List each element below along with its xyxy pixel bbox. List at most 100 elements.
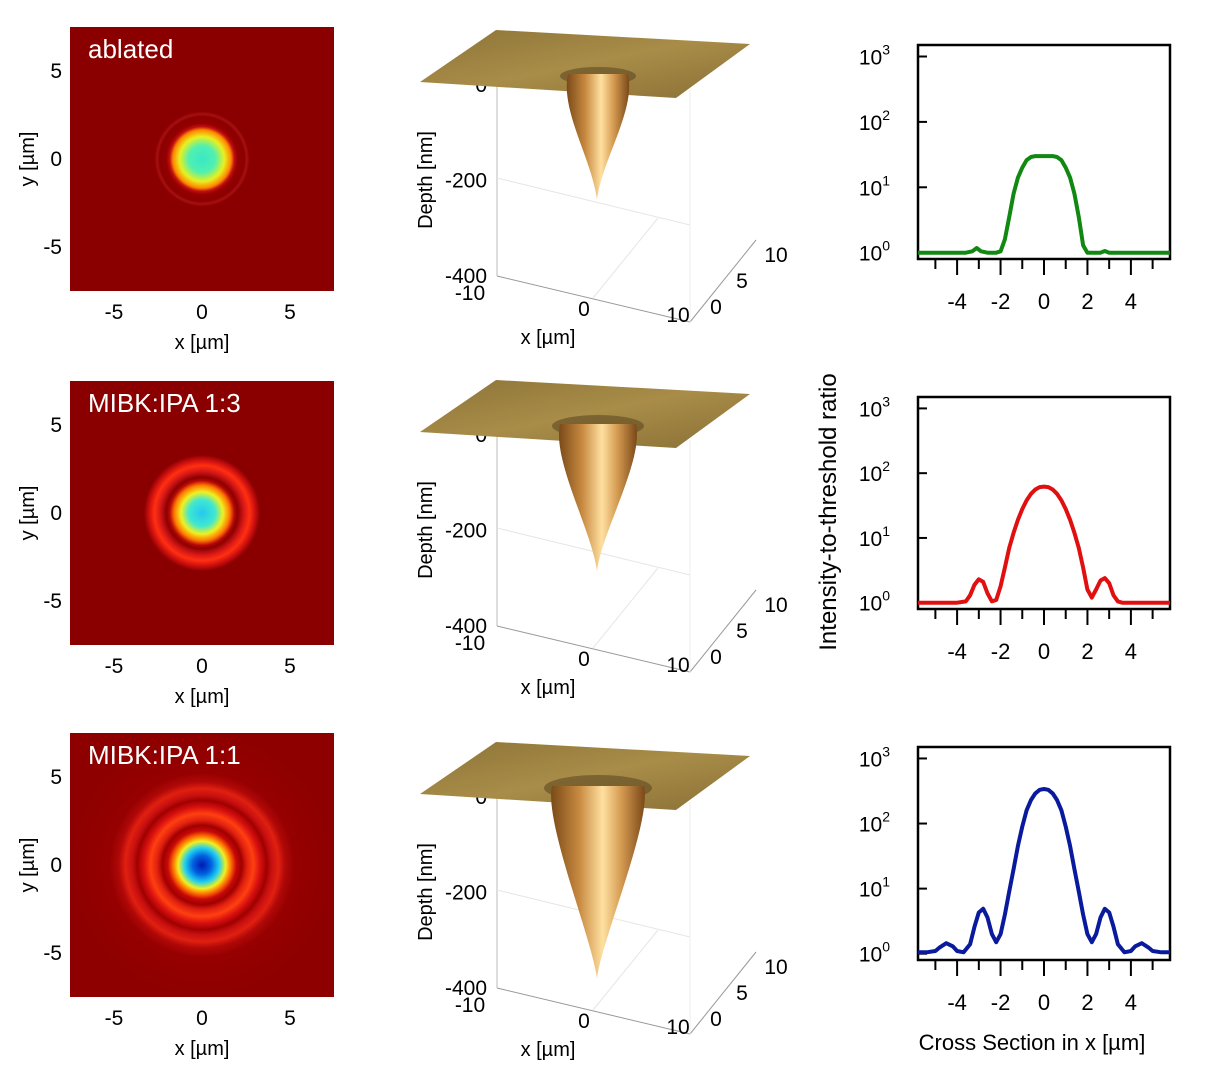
heatmap-label: MIBK:IPA 1:1: [88, 740, 241, 770]
surface-ztick: -200: [445, 520, 487, 543]
line-plot-ytick: 100: [859, 588, 890, 616]
line-plot-ytick: 102: [859, 107, 890, 135]
heatmap-xtick: 5: [284, 301, 296, 324]
surface-ztick: -400: [445, 977, 487, 1000]
line-plot-xtick: -2: [991, 289, 1011, 314]
heatmap-column: ablated -5 0 5 5 0 -5 x [µm] y [µm] MIBK:IPA 1:3 -…: [17, 27, 334, 1060]
surface-x-axis: [496, 275, 691, 323]
surface-plane: [420, 30, 750, 98]
line-plot-xlabel: Cross Section in x [µm]: [919, 1030, 1146, 1055]
surface-xtick: 10: [666, 304, 689, 327]
line-plot-ytick-exp: 0: [882, 939, 890, 955]
line-plot-xtick: 4: [1125, 990, 1137, 1015]
surface-ytick: 0: [710, 1008, 722, 1031]
heatmap-xlabel: x [µm]: [175, 1038, 230, 1060]
surface-crater: [566, 74, 630, 200]
line-plot-xtick: -4: [947, 289, 967, 314]
heatmap-xtick: 0: [196, 655, 208, 678]
surface-grid: [592, 567, 659, 649]
surface-xlabel: x [µm]: [521, 677, 576, 699]
line-plot-ytick: 102: [859, 809, 890, 837]
line-plot-frame: [916, 43, 1172, 261]
heatmap-image: [70, 381, 334, 645]
line-plot-xtick: 0: [1038, 990, 1050, 1015]
surface-xtick: -10: [455, 632, 485, 655]
line-plot-ytick: 103: [859, 393, 890, 421]
line-plot-ytick-exp: 3: [882, 743, 890, 759]
shared-ylabel: Intensity-to-threshold ratio: [815, 373, 842, 650]
heatmap-panel: ablated -5 0 5 5 0 -5 x [µm] y [µm]: [17, 27, 334, 354]
surface-ytick: 5: [736, 270, 748, 293]
line-plot-ytick-exp: 1: [882, 523, 890, 539]
heatmap-xtick: 0: [196, 1007, 208, 1030]
surface-xlabel: x [µm]: [521, 327, 576, 349]
line-plot-ytick: 100: [859, 238, 890, 266]
heatmap-xtick: 0: [196, 301, 208, 324]
surface-ztick: -200: [445, 170, 487, 193]
surface-xlabel: x [µm]: [521, 1039, 576, 1061]
surface-ztick: -200: [445, 882, 487, 905]
line-plot-xtick: -4: [947, 639, 967, 664]
heatmap-ylabel: y [µm]: [17, 132, 39, 187]
surface-zlabel: Depth [nm]: [415, 843, 437, 941]
line-plot-ytick: 101: [859, 874, 890, 902]
heatmap-ylabel: y [µm]: [17, 486, 39, 541]
heatmap-xlabel: x [µm]: [175, 686, 230, 708]
heatmap-ytick: -5: [43, 236, 62, 259]
line-plot-ytick-exp: 0: [882, 238, 890, 254]
line-plot-ytick-exp: 0: [882, 588, 890, 604]
surface-zlabel: Depth [nm]: [415, 481, 437, 579]
line-plot-ytick-exp: 3: [882, 393, 890, 409]
line-plot-ytick-exp: 1: [882, 172, 890, 188]
surface-zlabel: Depth [nm]: [415, 131, 437, 229]
surface-xtick: 0: [578, 1010, 590, 1033]
line-plot-xtick: 0: [1038, 639, 1050, 664]
surface-ytick: 5: [736, 982, 748, 1005]
heatmap-xtick: 5: [284, 655, 296, 678]
surface-grid: [592, 217, 659, 299]
surface-crater: [558, 424, 638, 572]
surface-ztick: -400: [445, 265, 487, 288]
surface-x-axis: [496, 987, 691, 1035]
surface-xtick: 10: [666, 1016, 689, 1039]
line-plot-ytick: 102: [859, 458, 890, 486]
line-plot-xtick: 4: [1125, 639, 1137, 664]
surface-xtick: -10: [455, 994, 485, 1017]
surface-ztick: -400: [445, 615, 487, 638]
line-plot-xtick: -2: [991, 990, 1011, 1015]
heatmap-ylabel: y [µm]: [17, 838, 39, 893]
heatmap-ytick: 5: [50, 60, 62, 83]
line-plot-series: [918, 484, 1170, 605]
surface-ytick: 10: [764, 956, 787, 979]
heatmap-panel: MIBK:IPA 1:3 -5 0 5 5 0 -5 x [µm] y [µm]: [17, 381, 334, 708]
surface-xtick: -10: [455, 282, 485, 305]
surface-x-axis: [496, 625, 691, 673]
surface-ytick: 0: [710, 296, 722, 319]
surface-y-axis: [689, 589, 757, 673]
line-plot-ytick-exp: 2: [882, 458, 890, 474]
heatmap-label: MIBK:IPA 1:3: [88, 388, 241, 418]
heatmap-xtick: -5: [105, 301, 124, 324]
line-plot-ytick-exp: 2: [882, 107, 890, 123]
heatmap-ytick: 5: [50, 414, 62, 437]
surface-ytick: 10: [764, 594, 787, 617]
heatmap-ytick: 0: [50, 148, 62, 171]
line-plot-xtick: 2: [1081, 289, 1093, 314]
line-plot-ytick: 101: [859, 172, 890, 200]
surface-ytick: 5: [736, 620, 748, 643]
heatmap-ytick: 0: [50, 502, 62, 525]
heatmap-xtick: -5: [105, 655, 124, 678]
surface-plane: [420, 380, 750, 448]
line-plot-ytick: 100: [859, 939, 890, 967]
line-plot-series: [918, 154, 1170, 255]
heatmap-xtick: 5: [284, 1007, 296, 1030]
heatmap-label: ablated: [88, 34, 173, 64]
